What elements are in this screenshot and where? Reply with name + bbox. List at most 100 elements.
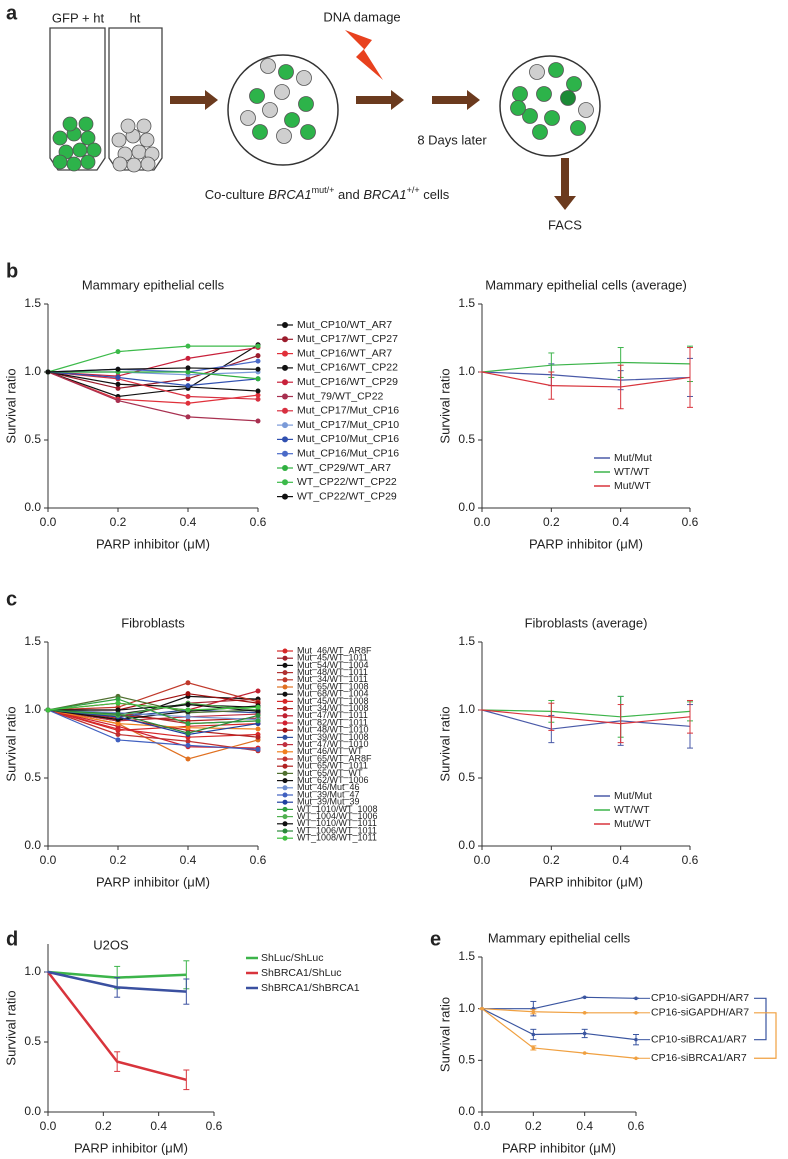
legend-label: Mut_65/WT_WT [297, 768, 363, 778]
legend-label: Mut_CP10/Mut_CP16 [297, 433, 399, 445]
data-point [115, 707, 121, 713]
cell [544, 110, 560, 126]
data-point [115, 385, 121, 391]
legend-label: WT_1010/WT_1008 [297, 804, 378, 814]
series-label: CP10-siBRCA1/AR7 [651, 1033, 747, 1045]
data-point [185, 376, 191, 382]
legend-label: Mut_34/WT_1008 [297, 703, 369, 713]
data-point [185, 343, 191, 349]
text-part: +/+ [407, 185, 420, 195]
series-line [47, 702, 259, 711]
legend-marker [282, 720, 288, 726]
legend-label: ShBRCA1/ShBRCA1 [261, 982, 360, 994]
data-point [255, 376, 261, 382]
y-axis-title: Survival ratio [437, 368, 452, 443]
y-tick-label: 0.0 [458, 1104, 475, 1118]
legend-marker [282, 684, 288, 690]
data-point [582, 1011, 587, 1015]
series-line [482, 996, 637, 1010]
series-line [47, 371, 259, 387]
legend-marker [282, 806, 288, 812]
series-line [47, 709, 259, 738]
x-tick-label: 0.4 [612, 515, 629, 529]
data-point [634, 1011, 638, 1015]
error-bar [617, 364, 624, 410]
text-part: and [334, 187, 363, 202]
y-tick-label: 0.0 [458, 500, 475, 514]
y-tick-label: 0.5 [24, 432, 41, 446]
cell [86, 142, 102, 158]
legend-marker [282, 364, 288, 371]
legend-marker [282, 734, 288, 740]
x-tick-label: 0.2 [110, 853, 127, 867]
series-line [48, 371, 259, 380]
cell [139, 132, 155, 148]
cell [274, 84, 290, 100]
legend-label: ShBRCA1/ShLuc [261, 967, 342, 979]
legend-label: Mut_68/WT_1004 [297, 689, 369, 699]
legend-marker [282, 785, 288, 791]
series-line [481, 371, 691, 388]
legend-marker [282, 814, 288, 820]
legend-marker [282, 706, 288, 712]
legend-marker [282, 465, 288, 471]
x-tick-label: 0.6 [250, 515, 267, 529]
cell [570, 120, 586, 136]
legend-label: WT_1010/WT_1011 [297, 818, 377, 828]
cell [126, 157, 142, 173]
y-tick-label: 0.0 [24, 1104, 41, 1118]
data-point [115, 349, 121, 355]
cell [78, 116, 94, 132]
data-point [255, 343, 261, 349]
panel-label: e [430, 928, 441, 950]
y-tick-label: 1.0 [24, 702, 41, 716]
time-label: 8 Days later [417, 132, 487, 147]
data-point [255, 396, 261, 402]
legend-marker [282, 670, 288, 676]
y-tick-label: 1.5 [24, 634, 41, 648]
series-line [47, 371, 259, 392]
legend-label: Mut_82/WT_1011 [297, 717, 368, 727]
cell [296, 70, 312, 86]
y-axis-title: Survival ratio [437, 997, 452, 1072]
data-point [255, 712, 261, 718]
y-tick-label: 1.5 [458, 634, 475, 648]
cell [578, 102, 594, 118]
series-line [47, 709, 259, 751]
legend-marker [282, 835, 288, 841]
legend-marker [282, 749, 288, 755]
cell [66, 156, 82, 172]
x-tick-label: 0.6 [682, 515, 699, 529]
series-line [47, 709, 259, 736]
cell [136, 118, 152, 134]
data-point [255, 704, 261, 710]
legend-marker [282, 450, 288, 457]
data-point [185, 738, 191, 744]
y-tick-label: 0.5 [458, 432, 475, 446]
data-point [480, 1006, 484, 1011]
data-point [185, 730, 191, 736]
data-point [582, 1031, 587, 1036]
x-tick-label: 0.4 [576, 1119, 593, 1133]
cell [252, 124, 268, 140]
y-tick-label: 0.5 [458, 1053, 475, 1067]
chart-title: Fibroblasts (average) [525, 615, 648, 630]
legend-marker [282, 436, 288, 443]
cell [80, 154, 96, 170]
series-line [47, 371, 259, 422]
legend-label: Mut_79/WT_CP22 [297, 390, 384, 402]
cells [52, 58, 594, 173]
legend-label: Mut_46/WT_AR8F [297, 645, 372, 655]
chart-title: Fibroblasts [121, 615, 185, 630]
data-point [185, 691, 191, 697]
legend-marker [282, 756, 288, 762]
legend-label: WT_1006/WT_1011 [297, 825, 377, 835]
x-tick-label: 0.0 [40, 853, 57, 867]
y-tick-label: 0.5 [24, 770, 41, 784]
series-line [47, 698, 259, 725]
error-bar [548, 371, 555, 400]
x-axis-title: PARP inhibitor (μM) [96, 536, 210, 551]
x-tick-label: 0.0 [40, 1119, 57, 1133]
y-tick-label: 0.0 [458, 838, 475, 852]
